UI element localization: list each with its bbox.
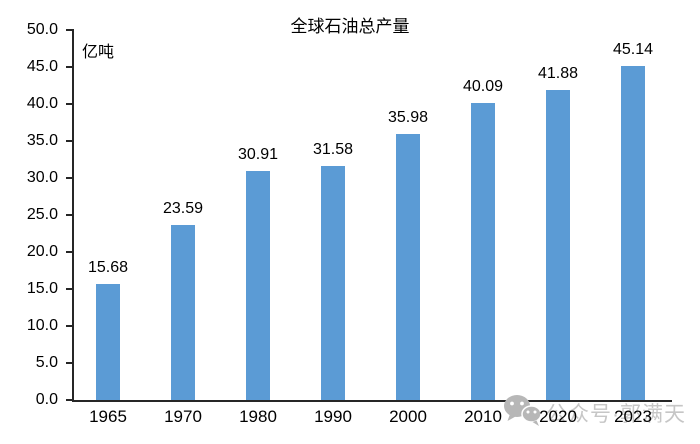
bar-value-label: 41.88 bbox=[537, 65, 579, 82]
bar-1965 bbox=[96, 284, 120, 400]
bar-value-label: 31.58 bbox=[312, 141, 354, 158]
y-tick-mark bbox=[66, 66, 72, 68]
bar-value-label: 23.59 bbox=[162, 200, 204, 217]
bar-value-label: 45.14 bbox=[612, 41, 654, 58]
y-tick-mark bbox=[66, 325, 72, 327]
y-tick-label: 10.0 bbox=[26, 317, 58, 334]
x-axis-label: 1970 bbox=[164, 407, 202, 426]
y-tick-label: 5.0 bbox=[35, 354, 58, 371]
x-axis-label: 2023 bbox=[614, 407, 652, 426]
bar-2023 bbox=[621, 66, 645, 400]
y-tick-mark bbox=[66, 214, 72, 216]
y-axis-unit-label: 亿吨 bbox=[82, 44, 115, 61]
y-tick-label: 45.0 bbox=[26, 58, 58, 75]
bar-value-label: 40.09 bbox=[462, 78, 504, 95]
y-tick-mark bbox=[66, 362, 72, 364]
x-axis-line bbox=[72, 400, 672, 402]
y-tick-mark bbox=[66, 103, 72, 105]
y-axis-line bbox=[72, 29, 74, 402]
y-tick-label: 20.0 bbox=[26, 243, 58, 260]
watermark-text: 公众号·郭满天 bbox=[546, 402, 686, 426]
bar-2010 bbox=[471, 103, 495, 400]
bar-1980 bbox=[246, 171, 270, 400]
plot-area: 15.68 23.59 30.91 31.58 35.98 40.09 41.88 45.14 bbox=[74, 30, 670, 400]
y-tick-mark bbox=[66, 399, 72, 401]
y-tick-label: 30.0 bbox=[26, 169, 58, 186]
watermark: 公众号·郭满天 bbox=[502, 393, 686, 432]
y-tick-label: 25.0 bbox=[26, 206, 58, 223]
x-axis-label: 1980 bbox=[239, 407, 277, 426]
y-tick-label: 40.0 bbox=[26, 95, 58, 112]
y-tick-label: 35.0 bbox=[26, 132, 58, 149]
wechat-icon bbox=[502, 393, 542, 432]
x-axis-label: 2000 bbox=[389, 407, 427, 426]
y-tick-mark bbox=[66, 288, 72, 290]
bar-value-label: 30.91 bbox=[237, 146, 279, 163]
chart-title: 全球石油总产量 bbox=[290, 17, 410, 36]
y-tick-label: 50.0 bbox=[26, 21, 58, 38]
y-tick-label: 0.0 bbox=[35, 391, 58, 408]
x-axis-label: 1965 bbox=[89, 407, 127, 426]
bar-2020 bbox=[546, 90, 570, 400]
bar-1990 bbox=[321, 166, 345, 400]
bar-1970 bbox=[171, 225, 195, 400]
y-tick-mark bbox=[66, 29, 72, 31]
bar-value-label: 15.68 bbox=[87, 259, 129, 276]
x-axis-label: 2010 bbox=[464, 407, 502, 426]
y-tick-label: 15.0 bbox=[26, 280, 58, 297]
bar-value-label: 35.98 bbox=[387, 109, 429, 126]
x-axis-label: 1990 bbox=[314, 407, 352, 426]
y-tick-mark bbox=[66, 251, 72, 253]
y-tick-mark bbox=[66, 177, 72, 179]
bar-2000 bbox=[396, 134, 420, 400]
x-axis-label: 2020 bbox=[539, 407, 577, 426]
y-tick-mark bbox=[66, 140, 72, 142]
